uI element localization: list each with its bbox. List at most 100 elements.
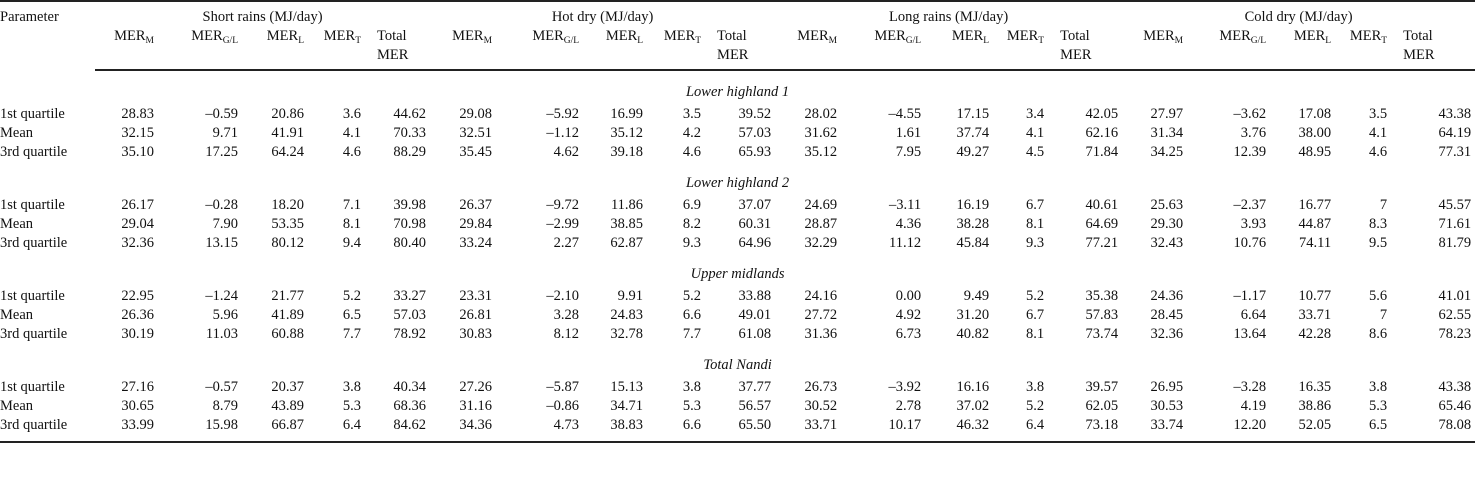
column-header-line2: MER xyxy=(717,47,749,63)
table-cell: 31.20 xyxy=(956,307,990,323)
column-header-line2: MER xyxy=(377,47,409,63)
table-cell: 43.38 xyxy=(1438,106,1472,122)
table-cell: 53.35 xyxy=(271,216,304,232)
table-cell: –5.87 xyxy=(546,379,580,395)
table-cell: 44.62 xyxy=(393,106,427,122)
table-cell: 4.6 xyxy=(342,144,361,160)
table-cell: 4.1 xyxy=(1025,125,1045,141)
column-header-base: MER xyxy=(452,28,484,44)
row-label: 1st quartile xyxy=(0,197,65,213)
column-header-subscript: G/L xyxy=(1250,36,1267,46)
table-cell: 16.99 xyxy=(610,106,644,122)
column-header-base: MER xyxy=(663,28,696,44)
column-header-line1: Total xyxy=(377,28,407,44)
table-cell: 8.2 xyxy=(682,216,702,232)
table-cell: –0.57 xyxy=(205,379,238,395)
table-cell: 6.73 xyxy=(895,326,922,342)
table-cell: 64.24 xyxy=(271,144,304,160)
column-header-subscript: M xyxy=(145,36,154,46)
table-cell: 45.57 xyxy=(1438,197,1472,213)
row-label: Mean xyxy=(0,398,34,414)
table-cell: 24.69 xyxy=(804,197,838,213)
table-cell: 40.82 xyxy=(956,326,990,342)
table-cell: 56.57 xyxy=(738,398,772,414)
table-cell: 9.49 xyxy=(963,288,990,304)
section-row: Lower highland 1 xyxy=(0,70,1475,105)
row-label: Mean xyxy=(0,307,34,323)
column-header-total-mer: Total MER xyxy=(1391,27,1475,71)
season-header-cold-dry: Cold dry (MJ/day) xyxy=(1122,0,1475,27)
table-cell: 70.33 xyxy=(393,125,427,141)
table-cell: 15.13 xyxy=(610,379,644,395)
table-cell: –0.86 xyxy=(546,398,580,414)
table-cell: 33.74 xyxy=(1122,416,1188,443)
column-header-base: MER xyxy=(874,28,906,44)
table-cell: 3.8 xyxy=(342,379,361,395)
table-cell: 35.10 xyxy=(121,144,154,160)
table-cell: 4.6 xyxy=(1368,144,1388,160)
column-header-subscript: G/L xyxy=(905,36,922,46)
column-header-base: MER xyxy=(266,28,299,44)
column-header-subscript: L xyxy=(298,36,304,46)
table-cell: –2.37 xyxy=(1233,197,1267,213)
table-cell: 35.45 xyxy=(459,144,493,160)
table-cell: 9.5 xyxy=(1368,235,1388,251)
column-header-subscript: L xyxy=(637,36,644,46)
table-cell: 31.62 xyxy=(804,125,838,141)
table-cell: 11.12 xyxy=(889,235,922,251)
table-row: 1st quartile 28.83 –0.59 20.86 3.6 44.62 29.08… xyxy=(0,105,1475,124)
table-cell: 8.6 xyxy=(1368,326,1388,342)
table-cell: 10.76 xyxy=(1233,235,1267,251)
table-cell: 37.07 xyxy=(738,197,772,213)
table-cell: 7.7 xyxy=(342,326,361,342)
table-cell: 6.7 xyxy=(1025,197,1045,213)
table-cell: 6.9 xyxy=(682,197,702,213)
table-cell: 73.74 xyxy=(1085,326,1119,342)
table-cell: 38.28 xyxy=(956,216,990,232)
table-cell: 3.8 xyxy=(1025,379,1045,395)
table-cell: 41.91 xyxy=(271,125,304,141)
table-cell: 26.37 xyxy=(459,197,493,213)
table-cell: 25.63 xyxy=(1150,197,1184,213)
season-header-long-rains: Long rains (MJ/day) xyxy=(775,0,1123,27)
row-label: 1st quartile xyxy=(0,379,65,395)
table-cell: 32.36 xyxy=(1150,326,1184,342)
column-header-mer-m: MERM xyxy=(95,27,158,71)
table-cell: 3.5 xyxy=(682,106,702,122)
mer-table: Parameter Short rains (MJ/day) Hot dry (… xyxy=(0,0,1475,443)
table-cell: 8.1 xyxy=(1025,216,1045,232)
table-row: 3rd quartile 33.99 15.98 66.87 6.4 84.62 34.36… xyxy=(0,416,1475,443)
table-cell: 6.7 xyxy=(1025,307,1045,323)
column-header-base: MER xyxy=(191,28,223,44)
table-cell: 38.86 xyxy=(1298,398,1332,414)
table-cell: 38.83 xyxy=(583,416,648,443)
table-cell: 38.85 xyxy=(610,216,644,232)
table-cell: 32.51 xyxy=(459,125,493,141)
table-cell: 24.83 xyxy=(610,307,644,323)
table-cell: 5.3 xyxy=(682,398,702,414)
table-cell: 49.01 xyxy=(738,307,772,323)
section-title: Upper midlands xyxy=(690,266,785,282)
table-cell: 71.84 xyxy=(1085,144,1119,160)
table-cell: 38.00 xyxy=(1298,125,1332,141)
table-cell: 84.62 xyxy=(365,416,431,443)
table-cell: 27.26 xyxy=(459,379,493,395)
table-cell: 4.92 xyxy=(895,307,922,323)
table-cell: 80.12 xyxy=(271,235,304,251)
table-cell: –4.55 xyxy=(888,106,922,122)
table-cell: 39.98 xyxy=(393,197,427,213)
table-cell: 62.05 xyxy=(1085,398,1119,414)
table-cell: 78.23 xyxy=(1438,326,1472,342)
table-cell: 33.88 xyxy=(738,288,772,304)
table-cell: 30.52 xyxy=(804,398,838,414)
column-header-subscript: T xyxy=(1381,36,1388,46)
table-row: 1st quartile 26.17 –0.28 18.20 7.1 39.98 26.37… xyxy=(0,196,1475,215)
table-cell: 6.6 xyxy=(647,416,706,443)
table-cell: 8.3 xyxy=(1368,216,1388,232)
table-cell: 33.27 xyxy=(393,288,427,304)
table-cell: 33.99 xyxy=(95,416,158,443)
table-cell: 34.25 xyxy=(1150,144,1184,160)
table-cell: 16.19 xyxy=(956,197,990,213)
table-cell: 78.92 xyxy=(393,326,427,342)
table-cell: 41.89 xyxy=(271,307,304,323)
